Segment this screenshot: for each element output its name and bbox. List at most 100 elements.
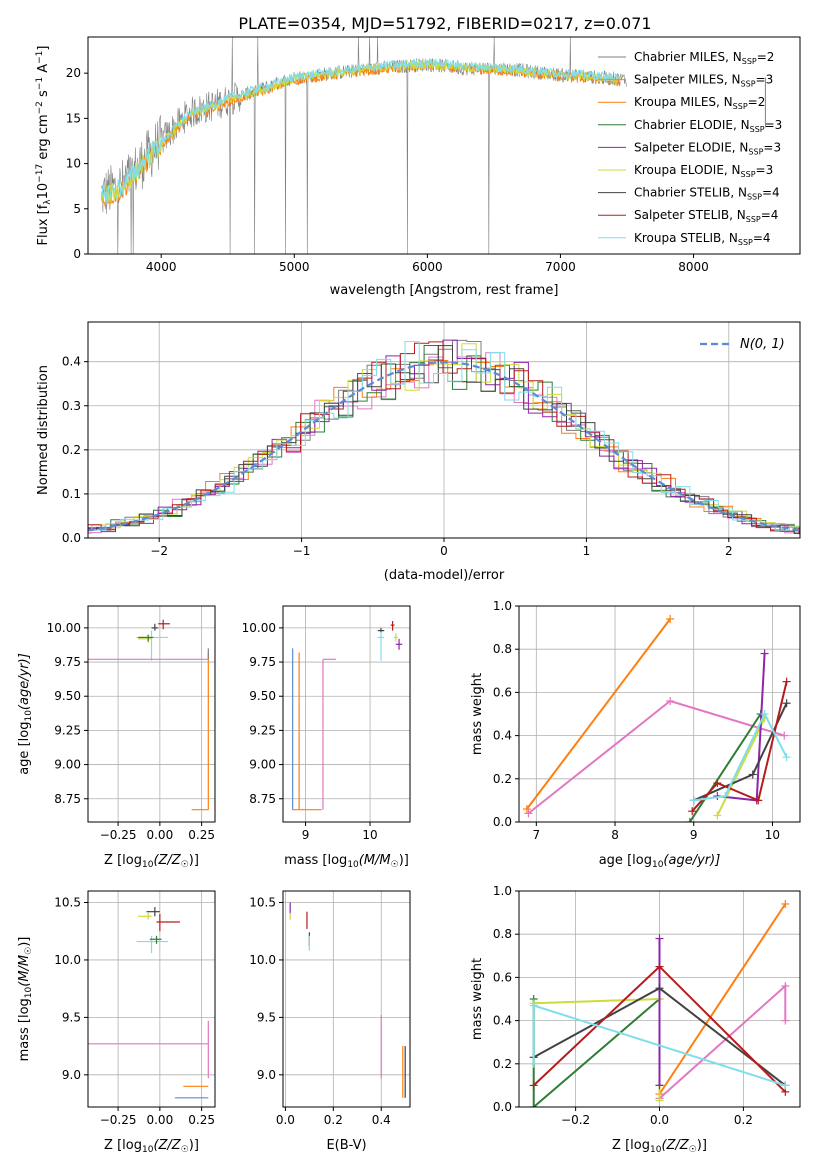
legend-label-chabrier_stelib: Chabrier STELIB, NSSP=4 xyxy=(634,186,780,202)
y-tick-label: 9.50 xyxy=(249,689,276,703)
y-tick-label: 10.00 xyxy=(242,621,276,635)
weight_vs_Z-y-label: mass weight xyxy=(470,958,485,1040)
x-tick-label: −0.25 xyxy=(100,1113,137,1127)
weight_vs_age-y-label: mass weight xyxy=(470,673,485,755)
x-tick-label: 0.25 xyxy=(188,828,215,842)
y-tick-label: 10.5 xyxy=(54,895,81,909)
x-tick-label: 0.00 xyxy=(146,1113,173,1127)
x-tick-label: −1 xyxy=(293,544,311,558)
x-tick-label: 9 xyxy=(690,828,698,842)
model-spectrum-kroupa_miles xyxy=(100,61,621,207)
weight_vs_age-frame: 7 8 9 10 0.0 0.2 0.4 0.6 0.8 1.0 xyxy=(493,599,801,842)
age_vs_mass-frame: 9 10 8.75 9.00 9.25 9.50 9.75 10.00 xyxy=(242,605,411,842)
plot-frame xyxy=(282,605,411,823)
weight-marker-salpeter_elodie xyxy=(760,649,769,658)
y-tick-label: 0 xyxy=(73,247,81,261)
y-tick-label: 0.2 xyxy=(62,443,81,457)
errorbar-point-kroupa_elodie xyxy=(138,634,152,643)
histogram-salpeter_stelib xyxy=(88,341,800,533)
spectrum-lines xyxy=(100,37,766,254)
errorbar-point-kroupa_elodie xyxy=(393,633,398,642)
mass_vs_EBV-axes xyxy=(283,891,410,1107)
weight_vs_age-x-label: age [log10(age/yr)] xyxy=(599,853,721,870)
mass_vs_Z-x-label: Z [log10(Z/Z☉)] xyxy=(104,1138,199,1155)
x-tick-label: −2 xyxy=(150,544,168,558)
errorbar-point-chabrier_elodie xyxy=(149,935,162,944)
y-tick-label: 9.5 xyxy=(257,1010,276,1024)
weight-marker-kroupa_stelib xyxy=(529,1001,538,1010)
spectrum-x-label: wavelength [Angstrom, rest frame] xyxy=(330,283,559,298)
weight-line-kroupa_miles xyxy=(526,618,671,810)
legend-label-salpeter_elodie: Salpeter ELODIE, NSSP=3 xyxy=(634,140,781,156)
legend-label-normal: N(0, 1) xyxy=(740,337,785,352)
errorbar-point-chabrier_elodie xyxy=(138,634,154,642)
mass_vs_EBV-x-label: E(B-V) xyxy=(326,1138,366,1153)
age_vs_Z-x-label: Z [log10(Z/Z☉)] xyxy=(104,853,199,870)
mass_vs_EBV-frame: 0.0 0.2 0.4 9.0 9.5 10.0 10.5 xyxy=(249,890,411,1127)
weight-line-salpeter_stelib xyxy=(691,681,788,812)
weight-marker-kroupa_stelib xyxy=(721,792,730,801)
x-tick-label: 5000 xyxy=(279,260,310,274)
x-tick-label: 8 xyxy=(611,828,619,842)
weight-line-chabrier_elodie xyxy=(688,713,762,822)
age_vs_Z-frame: −0.25 0.00 0.25 8.75 9.00 9.25 9.50 9.75 10.00 xyxy=(47,605,216,842)
errorbar-point-kroupa_miles xyxy=(191,652,209,811)
weight-marker-kroupa_stelib xyxy=(760,710,769,718)
x-tick-label: 4000 xyxy=(146,260,177,274)
age_vs_Z-points xyxy=(88,619,209,811)
y-tick-label: 0.2 xyxy=(493,1057,512,1071)
residual-x-label: (data-model)/error xyxy=(384,568,505,583)
y-tick-label: 9.75 xyxy=(54,655,81,669)
weight-marker-chabrier_stelib xyxy=(748,770,757,779)
mass_vs_EBV-points xyxy=(289,902,406,1098)
mass_vs_Z-points xyxy=(88,907,209,1099)
x-tick-label: −0.25 xyxy=(100,828,137,842)
y-tick-label: 9.00 xyxy=(249,758,276,772)
y-tick-label: 10 xyxy=(66,157,81,171)
weight-marker-kroupa_miles xyxy=(522,805,531,814)
y-tick-label: 9.50 xyxy=(54,689,81,703)
x-tick-label: 10 xyxy=(362,828,377,842)
plot-frame xyxy=(282,890,411,1108)
weight_vs_Z-series xyxy=(529,899,790,1107)
y-tick-label: 9.0 xyxy=(257,1068,276,1082)
errorbar-point-salpeter_stelib xyxy=(390,621,395,631)
plot-frame xyxy=(87,36,801,255)
weight_vs_Z-frame: −0.2 0.0 0.2 0.0 0.2 0.4 0.6 0.8 1.0 xyxy=(493,884,801,1127)
errorbar-point-salpeter_miles xyxy=(322,658,336,810)
y-tick-label: 1.0 xyxy=(493,884,512,898)
weight-marker-salpeter_stelib xyxy=(655,962,664,971)
weight-marker-salpeter_miles xyxy=(781,982,790,991)
y-tick-label: 1.0 xyxy=(493,599,512,613)
age_vs_mass-points xyxy=(292,621,403,811)
errorbar-point-salpeter_stelib xyxy=(156,913,180,932)
mass_vs_Z-axes xyxy=(88,891,215,1107)
weight-marker-chabrier_elodie xyxy=(685,818,694,822)
weight-marker-chabrier_stelib xyxy=(782,699,791,708)
y-tick-label: 0.8 xyxy=(493,642,512,656)
y-tick-label: 0.6 xyxy=(493,685,512,699)
x-tick-label: 0.0 xyxy=(650,1113,669,1127)
weight-line-kroupa_stelib xyxy=(693,711,788,802)
y-tick-label: 9.25 xyxy=(54,723,81,737)
errorbar-point-kroupa_stelib xyxy=(136,630,169,661)
histogram-chabrier_stelib xyxy=(88,345,800,534)
weight-marker-kroupa_elodie xyxy=(713,811,722,820)
legend-label-chabrier_elodie: Chabrier ELODIE, NSSP=3 xyxy=(634,118,782,134)
legend-label-chabrier_miles: Chabrier MILES, NSSP=2 xyxy=(634,50,774,66)
x-tick-label: 0 xyxy=(440,544,448,558)
plot-frame xyxy=(87,890,216,1108)
x-tick-label: 9 xyxy=(302,828,310,842)
y-tick-label: 8.75 xyxy=(249,792,276,806)
y-tick-label: 0.0 xyxy=(493,815,512,829)
x-tick-label: 0.2 xyxy=(734,1113,753,1127)
x-tick-label: 7 xyxy=(532,828,540,842)
weight-marker-salpeter_miles xyxy=(666,697,675,706)
y-tick-label: 0.8 xyxy=(493,927,512,941)
residual-y-label: Normed distribution xyxy=(36,365,51,495)
y-tick-label: 0.0 xyxy=(493,1100,512,1114)
errorbar-point-salpeter_stelib xyxy=(158,619,170,630)
weight-marker-chabrier_elodie xyxy=(529,1103,538,1107)
weight-marker-salpeter_stelib xyxy=(713,779,722,788)
